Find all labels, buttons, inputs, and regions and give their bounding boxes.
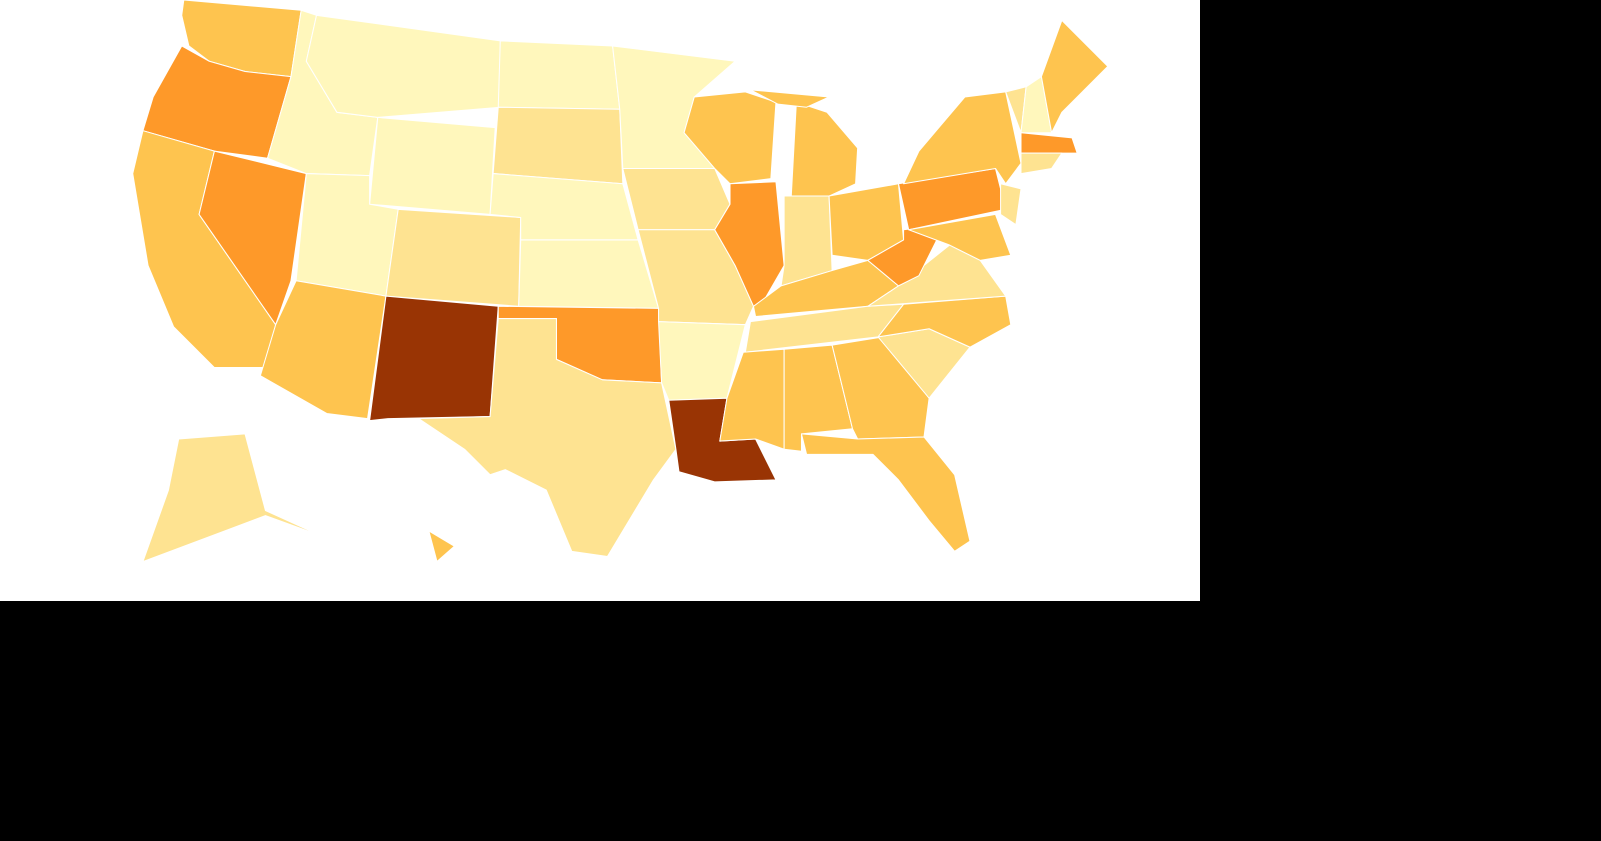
state-region	[385, 208, 522, 307]
state-region	[908, 213, 1012, 261]
state-region	[497, 40, 621, 110]
state-region	[142, 433, 323, 563]
state-regions	[132, 0, 1109, 563]
state-region	[800, 433, 971, 552]
state-region	[1000, 183, 1022, 226]
state-region	[749, 89, 830, 108]
state-region	[1040, 19, 1109, 134]
state-region	[492, 106, 624, 185]
state-region	[877, 295, 1012, 348]
state-region	[369, 116, 496, 215]
state-region	[1020, 152, 1063, 175]
state-region	[418, 318, 677, 557]
state-region	[903, 91, 1022, 185]
state-region	[428, 530, 455, 563]
state-region	[683, 91, 777, 185]
state-region	[369, 295, 499, 422]
state-region	[1020, 132, 1078, 154]
state-region	[622, 167, 731, 231]
state-region	[518, 239, 660, 309]
state-region	[198, 150, 307, 326]
